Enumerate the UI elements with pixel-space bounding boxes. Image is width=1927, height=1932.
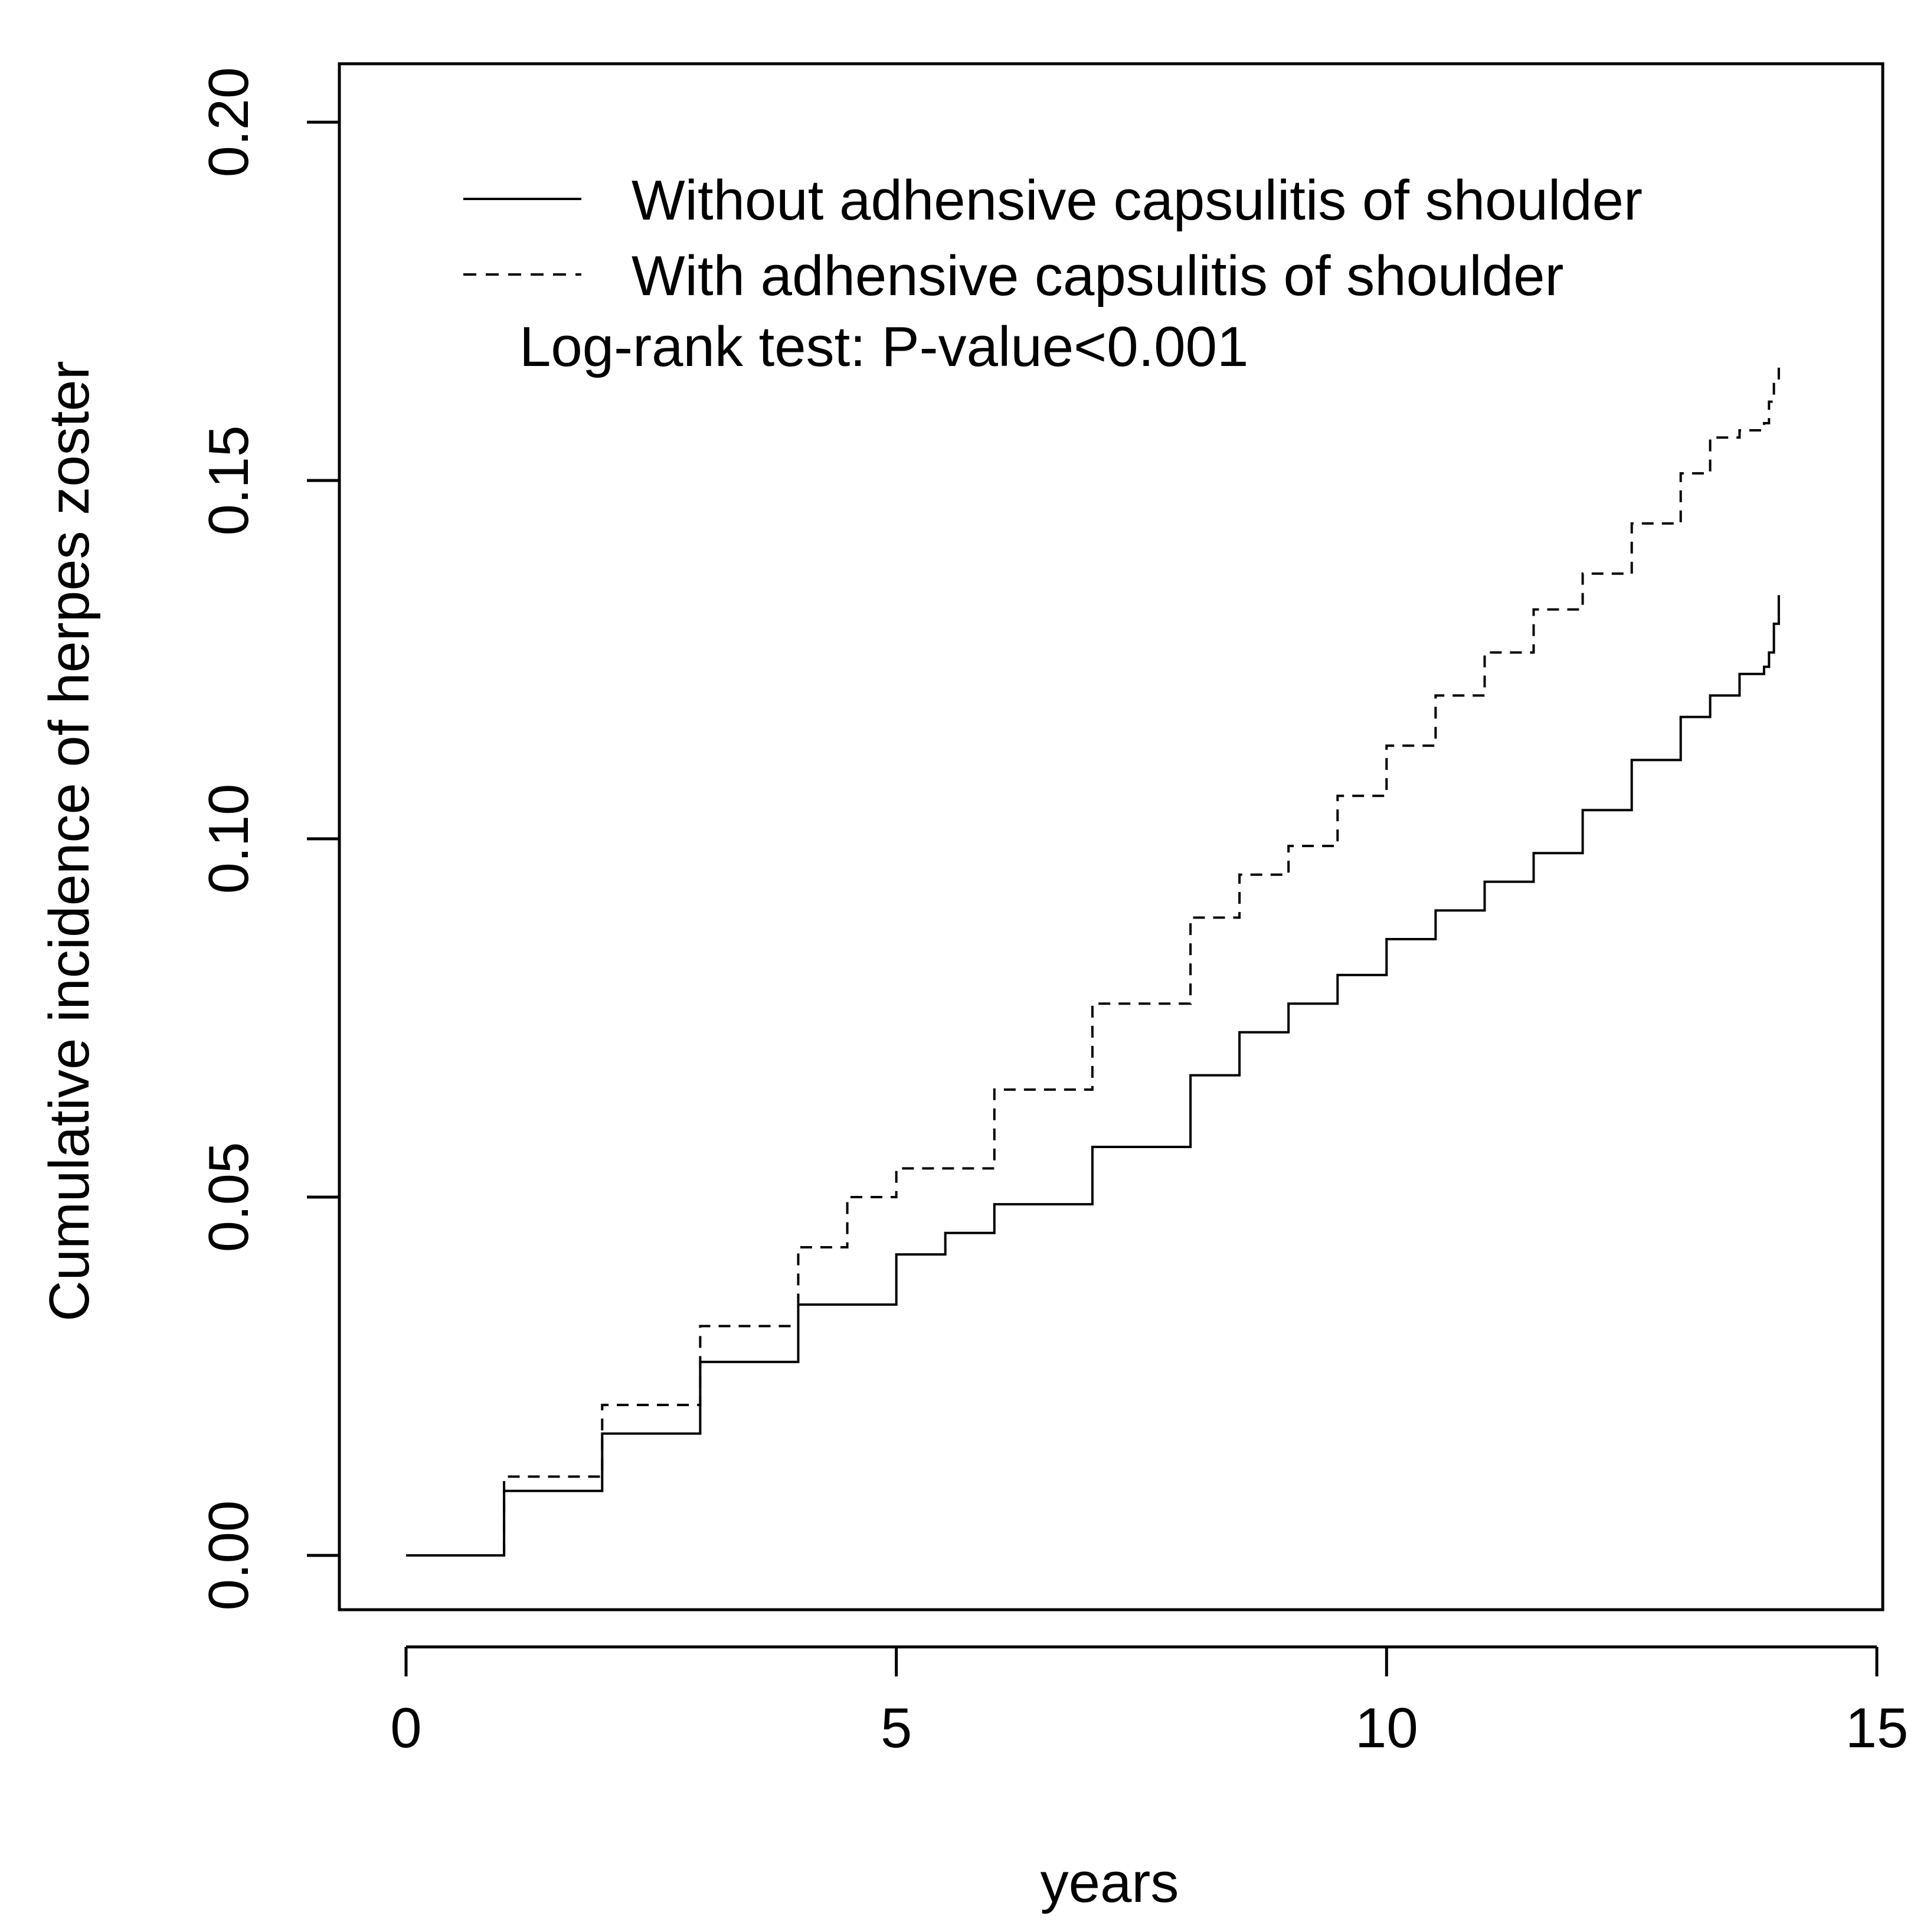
y-axis-title: Cumulative incidence of herpes zoster	[38, 361, 101, 1322]
series-layer	[406, 365, 1780, 1557]
y-tick-label: 0.00	[197, 1501, 260, 1611]
legend-label-without: Without adhensive capsulitis of shoulder	[632, 169, 1643, 232]
x-tick-label: 5	[881, 1696, 912, 1760]
log-rank-annotation: Log-rank test: P-value<0.001	[519, 315, 1248, 378]
x-tick-label: 0	[390, 1696, 421, 1760]
legend-label-with: With adhensive capsulitis of shoulder	[632, 244, 1564, 308]
legend: Without adhensive capsulitis of shoulder…	[463, 169, 1643, 378]
x-axis-title: years	[1041, 1851, 1179, 1914]
y-tick-label: 0.20	[197, 67, 260, 178]
x-tick-label: 10	[1355, 1696, 1418, 1760]
y-axis: 0.00 0.05 0.10 0.15 0.20	[197, 67, 341, 1611]
x-tick-label: 15	[1846, 1696, 1909, 1760]
y-tick-label: 0.10	[197, 784, 260, 894]
y-tick-label: 0.05	[197, 1142, 260, 1253]
series-line-with	[406, 365, 1780, 1557]
series-line-without	[406, 595, 1780, 1557]
x-axis: 0 5 10 15	[390, 1645, 1909, 1760]
y-tick-label: 0.15	[197, 426, 260, 536]
